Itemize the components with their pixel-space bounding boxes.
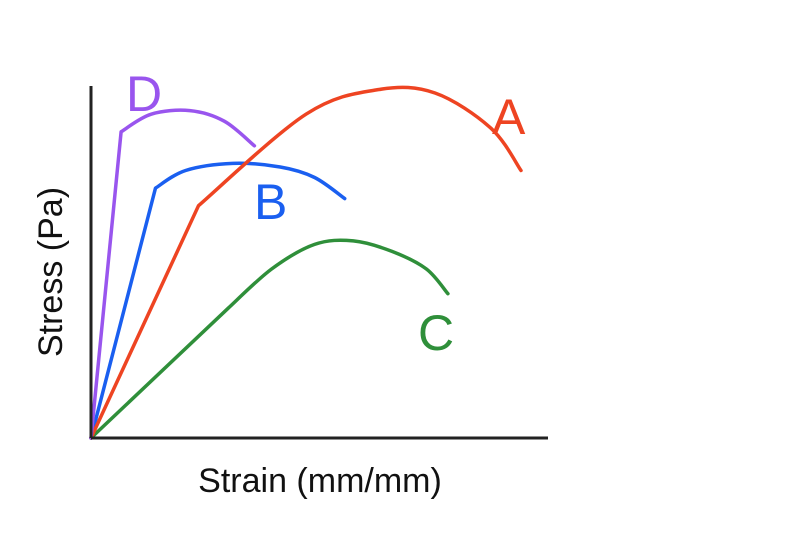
y-axis-title: Stress (Pa) — [32, 187, 70, 357]
series-label-c: C — [418, 305, 454, 361]
curve-d — [89, 108, 257, 440]
series-label-b: B — [254, 174, 287, 230]
series-labels-layer: C B A D — [126, 66, 526, 361]
series-label-d: D — [126, 66, 162, 122]
curve-b — [89, 161, 347, 440]
curves-layer — [89, 85, 523, 440]
curve-c — [89, 238, 450, 440]
curve-a — [89, 85, 523, 440]
series-label-a: A — [492, 89, 526, 145]
x-axis-title: Strain (mm/mm) — [198, 462, 442, 500]
